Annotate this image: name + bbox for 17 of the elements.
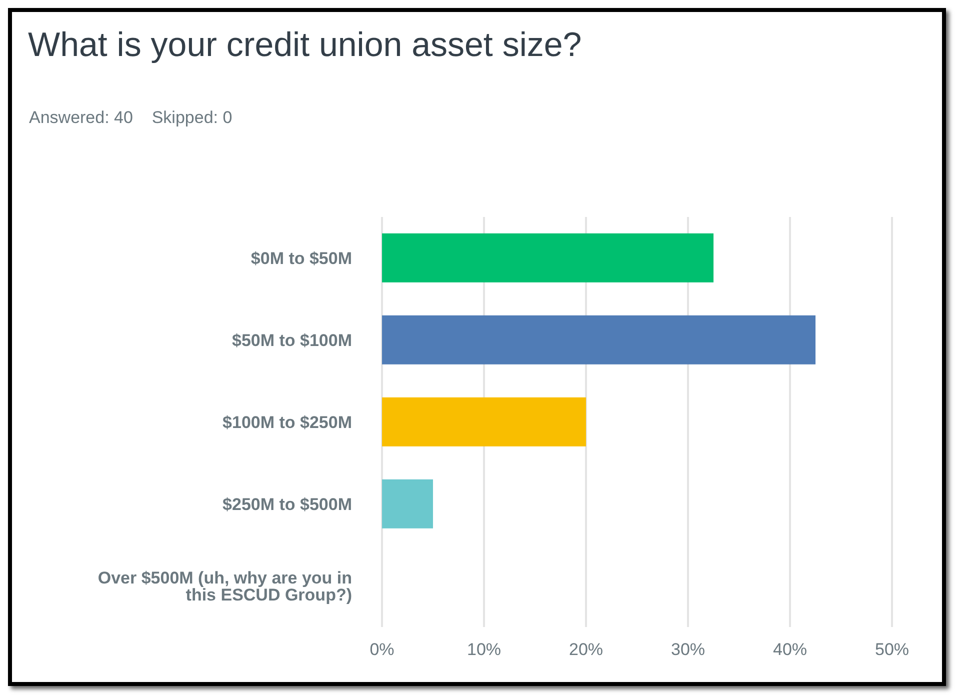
text: Answered: 40 Skipped: 0	[29, 108, 232, 128]
y-tick-label: $250M to $500M	[222, 495, 352, 514]
y-tick-label: Over $500M (uh, why are you in this ESCUD Group?)	[98, 568, 352, 605]
bar	[382, 397, 586, 446]
bar	[382, 233, 714, 282]
chart-title: What is your credit union asset size?	[28, 26, 582, 65]
x-tick-label: 20%	[568, 640, 604, 660]
x-tick-label: 10%	[466, 640, 502, 660]
bar	[382, 479, 433, 528]
x-tick-label: 30%	[670, 640, 706, 660]
bar	[382, 315, 816, 364]
y-tick-label: $0M to $50M	[250, 249, 352, 268]
x-tick-label: 0%	[370, 640, 394, 660]
y-tick-label: $100M to $250M	[222, 413, 352, 432]
y-tick-label: $50M to $100M	[232, 331, 352, 350]
x-tick-label: 50%	[874, 640, 910, 660]
x-tick-label: 40%	[772, 640, 808, 660]
